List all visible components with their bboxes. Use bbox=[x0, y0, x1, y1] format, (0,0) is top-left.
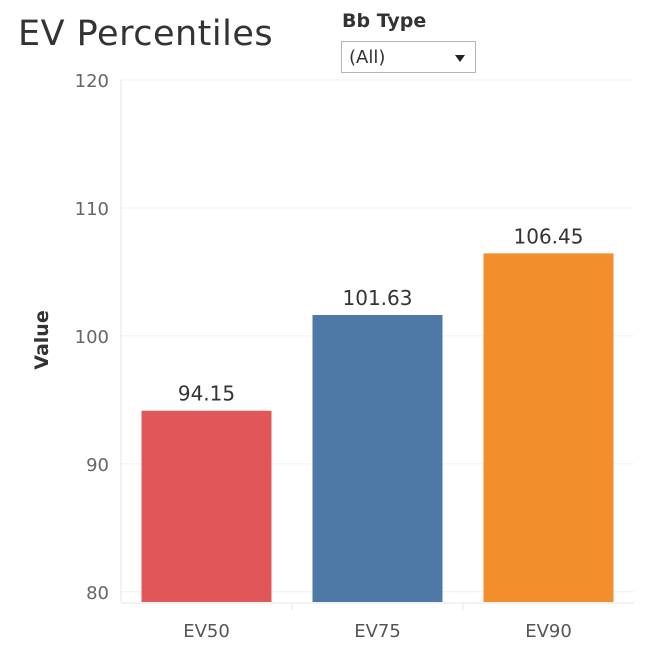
data-label: 101.63 bbox=[343, 286, 413, 310]
bar-ev75[interactable] bbox=[312, 315, 443, 602]
y-tick-label: 90 bbox=[86, 455, 109, 476]
x-tick-label: EV90 bbox=[525, 621, 572, 642]
x-tick-label: EV50 bbox=[183, 621, 230, 642]
filter-label: Bb Type bbox=[342, 10, 427, 32]
chevron-down-icon[interactable] bbox=[455, 55, 465, 62]
bars bbox=[141, 253, 614, 602]
data-label: 94.15 bbox=[178, 382, 235, 406]
page-title: EV Percentiles bbox=[18, 14, 274, 54]
data-label: 106.45 bbox=[514, 224, 584, 248]
bar-ev50[interactable] bbox=[141, 410, 272, 602]
y-tick-label: 120 bbox=[75, 71, 109, 92]
axes: 80 90 100 110 120 EV50 EV75 EV90 bbox=[75, 71, 634, 642]
dropdown-selected-value: (All) bbox=[349, 47, 386, 68]
bb-type-dropdown[interactable]: (All) bbox=[341, 41, 476, 73]
y-tick-label: 100 bbox=[75, 327, 109, 348]
bar-ev90[interactable] bbox=[483, 253, 614, 602]
y-tick-label: 110 bbox=[75, 199, 109, 220]
x-tick-label: EV75 bbox=[354, 621, 401, 642]
data-labels: 94.15 101.63 106.45 bbox=[178, 224, 584, 405]
y-axis-label: Value bbox=[31, 310, 53, 369]
y-tick-label: 80 bbox=[86, 583, 109, 604]
